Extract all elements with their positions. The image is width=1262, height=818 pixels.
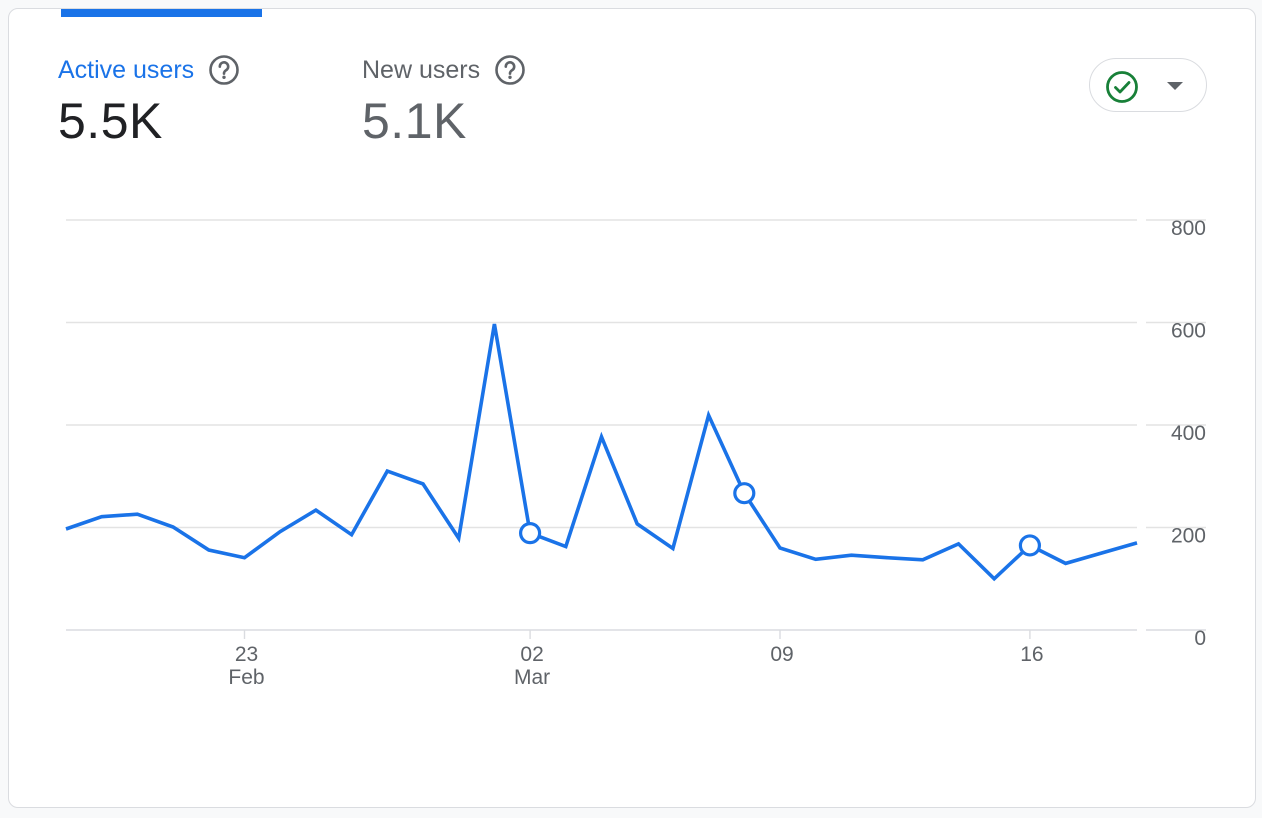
x-tick-day: 23 [235, 643, 258, 666]
highlighted-data-point[interactable] [1018, 534, 1042, 557]
chart-gridlines [66, 219, 1206, 631]
y-tick-label: 800 [1171, 217, 1206, 240]
active-users-label: Active users [58, 56, 195, 84]
metric-tab-new-users[interactable]: New users 5.1K [362, 53, 526, 149]
users-overview-card: Active users 5.5K New users 5.1K [8, 8, 1256, 808]
y-tick-label: 400 [1171, 422, 1206, 445]
y-axis: 0 200 400 600 800 [1171, 217, 1206, 650]
highlighted-data-point[interactable] [733, 482, 756, 505]
y-tick-label: 0 [1194, 627, 1206, 650]
x-tick-day: 16 [1020, 643, 1043, 666]
caret-down-icon [1167, 82, 1183, 90]
x-tick-month: Mar [514, 666, 550, 689]
metric-label-row: New users [362, 53, 526, 87]
x-tick-month: Feb [228, 666, 264, 689]
selected-tab-indicator [61, 9, 262, 17]
x-tick-day: 02 [520, 643, 543, 666]
x-tick-day: 09 [770, 643, 793, 666]
status-dropdown-button[interactable] [1089, 58, 1207, 112]
chart-series [65, 323, 1138, 582]
metric-tab-active-users[interactable]: Active users 5.5K [58, 53, 240, 149]
metric-label-row: Active users [58, 53, 240, 87]
new-users-value: 5.1K [362, 93, 467, 149]
y-tick-label: 600 [1171, 320, 1206, 343]
help-circle-icon[interactable] [494, 54, 526, 86]
new-users-label: New users [362, 56, 481, 84]
y-tick-label: 200 [1171, 525, 1206, 548]
active-users-value: 5.5K [58, 93, 163, 149]
series-line [65, 323, 1138, 582]
highlighted-data-point[interactable] [518, 522, 542, 545]
help-circle-icon[interactable] [208, 54, 240, 86]
check-circle-icon [1106, 71, 1138, 103]
